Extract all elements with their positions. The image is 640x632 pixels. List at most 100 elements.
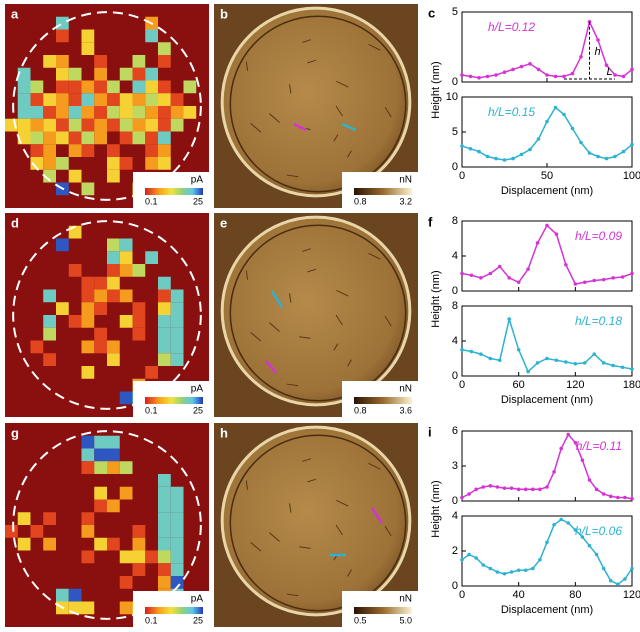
heat-cell	[158, 93, 171, 106]
heat-cell	[107, 289, 120, 303]
profile-point	[587, 478, 592, 482]
texture	[302, 458, 311, 462]
membrane	[220, 425, 412, 617]
heat-cell	[68, 588, 82, 602]
heat-cell	[30, 340, 44, 354]
heat-cell	[68, 118, 82, 132]
y-tick-label: 5	[452, 126, 458, 138]
texture	[368, 43, 381, 51]
texture	[347, 569, 352, 577]
heat-cell	[30, 80, 44, 94]
y-tick-label: 3	[452, 460, 458, 472]
texture	[384, 525, 392, 537]
x-tick-label: 0	[459, 379, 465, 391]
profile-point	[596, 154, 600, 159]
texture	[289, 503, 292, 513]
heat-cell	[119, 315, 133, 328]
profile-point	[528, 62, 532, 66]
heat-cell	[119, 550, 133, 564]
heat-cell	[43, 157, 56, 170]
heat-cell	[170, 302, 184, 315]
colorbar-tick-label: 0.1	[145, 405, 158, 415]
dashed-circle	[12, 220, 202, 410]
heat-cell	[56, 588, 69, 602]
heat-cell	[132, 315, 146, 328]
heat-cell	[56, 131, 69, 145]
heat-cell	[68, 67, 82, 81]
texture	[289, 293, 292, 303]
heat-cell	[158, 42, 171, 55]
heat-cell	[5, 525, 18, 538]
heat-cell	[17, 80, 31, 94]
heat-cell	[170, 340, 184, 354]
heat-cell	[56, 67, 69, 81]
profile-point	[552, 522, 556, 527]
profile-point	[553, 74, 558, 79]
heat-cell	[170, 537, 184, 551]
profile-point	[479, 352, 483, 356]
heat-cell	[107, 106, 120, 119]
profile-marker	[341, 122, 357, 132]
heat-cell	[170, 353, 184, 366]
y-tick-label: 10	[446, 91, 458, 103]
profile-point	[562, 74, 566, 79]
profile-point	[535, 241, 540, 245]
profile-point	[481, 563, 486, 567]
membrane	[220, 215, 412, 407]
heat-cell	[81, 29, 95, 43]
colorbar-unit: nN	[399, 175, 412, 186]
heat-cell	[43, 169, 56, 183]
heat-cell	[81, 106, 95, 119]
profile-marker	[370, 507, 384, 524]
heat-cell	[17, 537, 31, 551]
colorbar-tick-label: 25	[193, 405, 203, 415]
profile-point	[616, 495, 620, 500]
heat-cell	[119, 289, 133, 303]
heat-cell	[158, 131, 171, 145]
heat-cell	[68, 93, 82, 106]
heat-cell	[170, 550, 184, 564]
heat-cell	[107, 340, 120, 354]
profile-point	[502, 70, 507, 74]
heat-cell	[43, 327, 56, 341]
colorbar	[354, 607, 412, 614]
profile-point	[523, 487, 528, 492]
heat-cell	[158, 340, 171, 354]
profile-point	[516, 487, 521, 492]
colorbar-tick-label: 5.0	[399, 615, 412, 625]
heat-cell	[170, 289, 184, 303]
texture	[245, 480, 249, 490]
y-tick-label: 0	[452, 76, 458, 88]
heat-cell	[158, 474, 171, 487]
heat-cell	[94, 435, 107, 449]
profile-point	[519, 152, 524, 157]
heat-cell	[158, 80, 171, 94]
profile-point	[536, 67, 541, 72]
heat-cell	[132, 55, 146, 68]
texture	[245, 61, 249, 71]
profile-point	[516, 280, 521, 285]
profile-point	[519, 64, 524, 69]
heat-cell	[56, 157, 69, 170]
profile-point	[620, 275, 625, 279]
texture	[269, 113, 280, 123]
profile-point	[582, 361, 587, 365]
profile-point	[460, 144, 464, 148]
heat-cell	[145, 131, 158, 145]
profile-point	[562, 112, 566, 117]
x-axis-label: Displacement (nm)	[501, 604, 593, 616]
heat-cell	[68, 106, 82, 119]
profile-point	[511, 67, 515, 72]
heat-cell	[94, 106, 107, 119]
profile-point	[481, 485, 486, 489]
heat-cell	[81, 276, 95, 290]
profile-point	[608, 578, 613, 583]
profile-point	[516, 347, 521, 352]
heat-cell	[107, 238, 120, 252]
profile-point	[630, 367, 634, 371]
heat-cell	[17, 93, 31, 106]
y-tick-label: 2	[452, 545, 458, 557]
profile-point	[630, 566, 634, 571]
panel-label: b	[220, 6, 228, 21]
panel-label: e	[220, 215, 227, 230]
